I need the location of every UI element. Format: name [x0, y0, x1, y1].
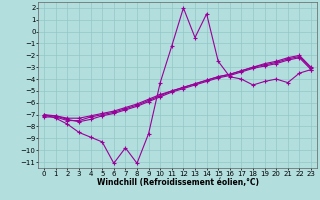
X-axis label: Windchill (Refroidissement éolien,°C): Windchill (Refroidissement éolien,°C): [97, 178, 259, 187]
